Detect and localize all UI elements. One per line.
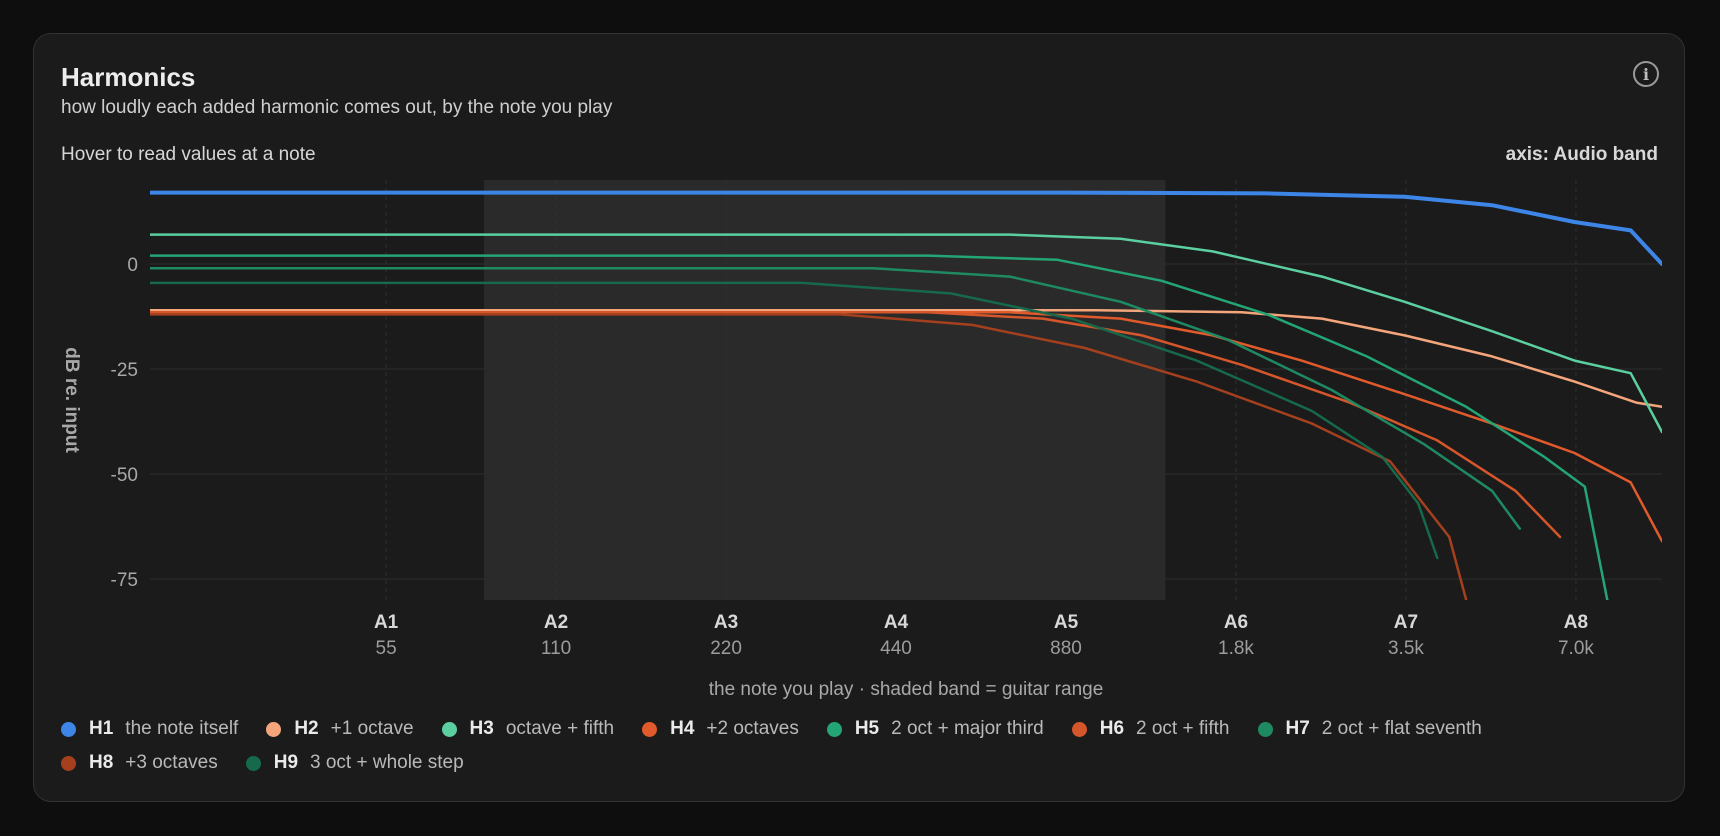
legend-series-name: H8 xyxy=(89,752,114,773)
legend-item-h7[interactable]: H7 2 oct + flat seventh xyxy=(1257,718,1482,740)
x-tick-note: A6 xyxy=(1224,612,1248,633)
series-line-h6 xyxy=(150,311,1562,539)
x-tick-freq: 110 xyxy=(541,638,571,659)
legend-swatch xyxy=(642,721,658,737)
x-tick-note: A5 xyxy=(1054,612,1079,633)
legend-item-h8[interactable]: H8 +3 octaves xyxy=(61,752,218,774)
legend-series-name: H2 xyxy=(294,718,319,739)
x-tick-note: A8 xyxy=(1564,612,1588,633)
legend-swatch xyxy=(826,721,842,737)
legend-item-h4[interactable]: H4 +2 octaves xyxy=(642,718,799,740)
legend-series-desc: 2 oct + flat seventh xyxy=(1321,718,1482,739)
legend-item-h6[interactable]: H6 2 oct + fifth xyxy=(1071,718,1230,740)
legend-item-h9[interactable]: H9 3 oct + whole step xyxy=(245,752,464,774)
x-axis-caption: the note you play · shaded band = guitar… xyxy=(709,679,1104,700)
legend-item-h3[interactable]: H3 octave + fifth xyxy=(441,718,615,740)
legend-series-name: H1 xyxy=(89,718,114,739)
legend-series-desc: octave + fifth xyxy=(505,718,615,739)
legend-swatch xyxy=(1257,721,1273,737)
legend-item-h1[interactable]: H1 the note itself xyxy=(61,718,238,740)
series-line-h5 xyxy=(150,254,1609,600)
harmonics-card: Harmonics how loudly each added harmonic… xyxy=(33,33,1685,802)
series-line-h8 xyxy=(150,313,1468,600)
x-tick-freq: 7.0k xyxy=(1558,638,1594,659)
y-tick-label: 0 xyxy=(127,255,138,276)
legend-series-desc: +2 octaves xyxy=(706,718,799,739)
series-line-h3 xyxy=(150,233,1662,434)
legend-series-name: H3 xyxy=(469,718,494,739)
y-tick-label: -25 xyxy=(111,360,138,381)
legend-series-desc: the note itself xyxy=(125,718,239,739)
x-tick-note: A1 xyxy=(374,612,399,633)
hover-hint: Hover to read values at a note xyxy=(61,144,316,165)
y-tick-label: -75 xyxy=(111,570,138,591)
legend-swatch xyxy=(266,721,282,737)
x-tick-note: A7 xyxy=(1394,612,1418,633)
legend-series-name: H6 xyxy=(1099,718,1125,739)
x-tick-note: A2 xyxy=(544,612,568,633)
x-tick-freq: 220 xyxy=(710,638,742,659)
legend-swatch xyxy=(245,755,261,771)
legend-item-h2[interactable]: H2 +1 octave xyxy=(266,718,414,740)
legend-swatch xyxy=(61,721,76,737)
legend-series-name: H5 xyxy=(854,718,880,739)
y-axis-label: dB re. input xyxy=(61,347,82,453)
x-tick-freq: 440 xyxy=(880,638,912,659)
legend-swatch xyxy=(1071,721,1087,737)
harmonics-chart[interactable]: 0 -25 -50 -75 A1 55 A2 110 A3 220 A4 440 A5 880 A6 1.8k… xyxy=(34,34,1686,714)
legend-swatch xyxy=(61,755,76,771)
x-tick-note: A4 xyxy=(884,612,909,633)
page-title: Harmonics xyxy=(61,62,196,92)
series-line-h1 xyxy=(150,190,1662,266)
legend-item-h5[interactable]: H5 2 oct + major third xyxy=(826,718,1044,740)
series-line-h9 xyxy=(150,281,1439,560)
chart-legend: H1 the note itself H2 +1 octave H3 octave + f… xyxy=(61,718,1671,774)
page-subtitle: how loudly each added harmonic comes out… xyxy=(61,97,613,118)
legend-series-desc: 2 oct + fifth xyxy=(1136,718,1230,739)
legend-series-desc: 2 oct + major third xyxy=(891,718,1044,739)
x-tick-freq: 1.8k xyxy=(1218,638,1254,659)
axis-toggle-button[interactable]: axis: Audio band xyxy=(1505,144,1658,165)
x-axis-label: the note you play xyxy=(709,679,854,700)
x-tick-freq: 55 xyxy=(376,638,397,659)
legend-series-desc: +3 octaves xyxy=(125,752,218,773)
legend-series-name: H9 xyxy=(273,752,299,773)
caption-separator: · xyxy=(853,679,870,700)
series-line-h7 xyxy=(150,266,1522,530)
legend-series-name: H7 xyxy=(1285,718,1310,739)
legend-series-name: H4 xyxy=(670,718,695,739)
x-tick-freq: 880 xyxy=(1050,638,1082,659)
info-icon[interactable]: i xyxy=(1633,61,1659,87)
series-line-h4 xyxy=(150,311,1662,543)
legend-series-desc: 3 oct + whole step xyxy=(310,752,464,773)
legend-series-desc: +1 octave xyxy=(330,718,414,739)
guitar-range-band xyxy=(484,180,1166,600)
y-tick-label: -50 xyxy=(111,465,138,486)
legend-swatch xyxy=(441,721,457,737)
x-tick-note: A3 xyxy=(714,612,738,633)
x-tick-freq: 3.5k xyxy=(1388,638,1424,659)
band-note: shaded band = guitar range xyxy=(870,679,1103,700)
